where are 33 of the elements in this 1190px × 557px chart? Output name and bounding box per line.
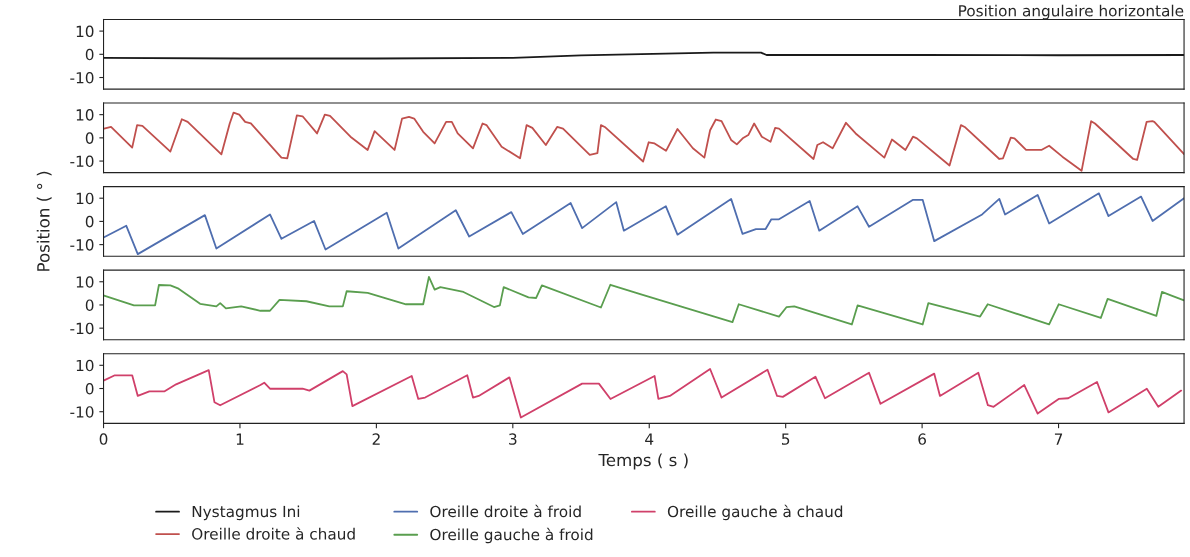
y-tick-label: -10 [70,406,94,418]
chart-title: Position angulaire horizontale [959,4,1184,20]
y-tick-label: 10 [76,192,94,205]
line-series [103,368,1183,419]
legend-label: Oreille gauche à froid [430,527,593,544]
x-axis-title: Temps ( s ) [598,453,688,470]
x-tick-label: 6 [918,433,926,445]
x-tick-label: 5 [782,433,790,445]
y-tick-label: 10 [76,359,94,372]
legend-label: Oreille droite à chaud [192,527,355,540]
legend-label: Oreille droite à froid [430,504,581,518]
y-tick-label: 10 [76,276,94,288]
y-tick-label: 10 [76,109,94,121]
legend-label: Oreille gauche à chaud [667,504,843,521]
x-tick-label: 0 [99,433,108,445]
y-tick-label: 0 [85,48,94,61]
x-tick-label: 4 [645,433,654,445]
y-axis-title: Position ( ° ) [36,171,52,271]
line-series [103,275,1185,326]
x-tick-label: 7 [1054,433,1063,445]
x-tick-label: 1 [236,433,244,445]
y-tick-label: 0 [85,299,94,311]
y-tick-label: 0 [85,215,94,228]
x-tick-label: 2 [372,433,380,445]
legend-label: Nystagmus Ini [192,505,300,521]
x-tick-label: 3 [509,433,517,445]
y-tick-label: 10 [76,25,94,38]
y-tick-label: -10 [70,239,94,251]
y-tick-label: -10 [70,71,94,84]
y-tick-label: -10 [70,155,94,168]
y-tick-label: 0 [85,382,94,395]
y-tick-label: -10 [70,322,94,335]
y-tick-label: 0 [85,132,94,144]
